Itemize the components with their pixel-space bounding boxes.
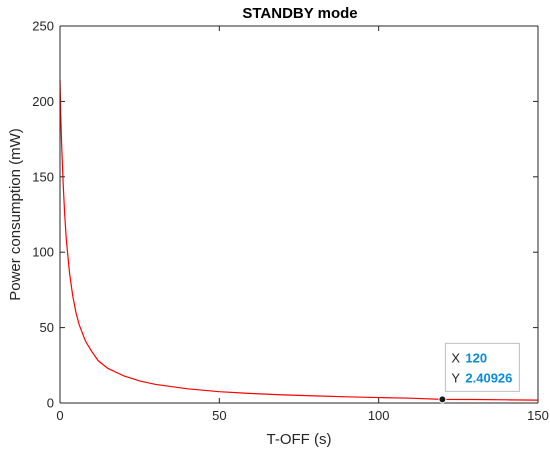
y-tick-label: 150 [32, 169, 54, 184]
datatip-box [444, 342, 520, 392]
plot-area [60, 26, 538, 403]
datatip-marker[interactable] [438, 395, 447, 404]
series-layer [59, 80, 539, 401]
x-axis-ticks: 0 50 100 150 [56, 26, 549, 423]
x-tick-label: 50 [212, 408, 226, 423]
y-tick-label: 0 [47, 396, 54, 411]
datatip[interactable]: X 120 Y 2.40926 [438, 342, 520, 404]
x-tick-label: 100 [368, 408, 390, 423]
y-axis-ticks: 0 50 100 150 200 250 [32, 19, 538, 411]
x-tick-label: 150 [527, 408, 549, 423]
datatip-x-value: 120 [465, 350, 487, 365]
chart-title: STANDBY mode [242, 5, 357, 22]
datatip-y-value: 2.40926 [465, 370, 512, 385]
y-tick-label: 200 [32, 94, 54, 109]
y-tick-label: 50 [40, 320, 54, 335]
x-tick-label: 0 [56, 408, 63, 423]
x-axis-label: T-OFF (s) [267, 431, 332, 448]
series-line-0 [59, 80, 539, 401]
y-tick-label: 100 [32, 245, 54, 260]
datatip-x-label: X [451, 350, 460, 365]
y-tick-label: 250 [32, 19, 54, 34]
y-axis-label: Power consumption (mW) [7, 128, 24, 301]
datatip-y-label: Y [451, 370, 460, 385]
